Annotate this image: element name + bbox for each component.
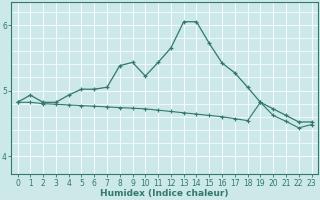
X-axis label: Humidex (Indice chaleur): Humidex (Indice chaleur) xyxy=(100,189,229,198)
